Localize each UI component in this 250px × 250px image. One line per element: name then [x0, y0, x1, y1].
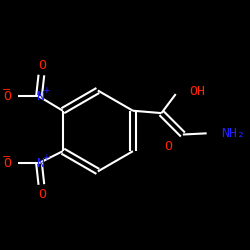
Text: NH₂: NH₂	[221, 127, 245, 140]
Text: −: −	[2, 152, 12, 162]
Text: +: +	[44, 152, 50, 162]
Text: −: −	[2, 86, 12, 96]
Text: O: O	[4, 90, 12, 103]
Text: N: N	[36, 156, 44, 170]
Text: O: O	[38, 188, 46, 200]
Text: +: +	[44, 86, 50, 96]
Text: N: N	[36, 90, 44, 103]
Text: OH: OH	[189, 85, 205, 98]
Text: O: O	[4, 156, 12, 170]
Text: O: O	[164, 140, 172, 153]
Text: O: O	[38, 59, 46, 72]
